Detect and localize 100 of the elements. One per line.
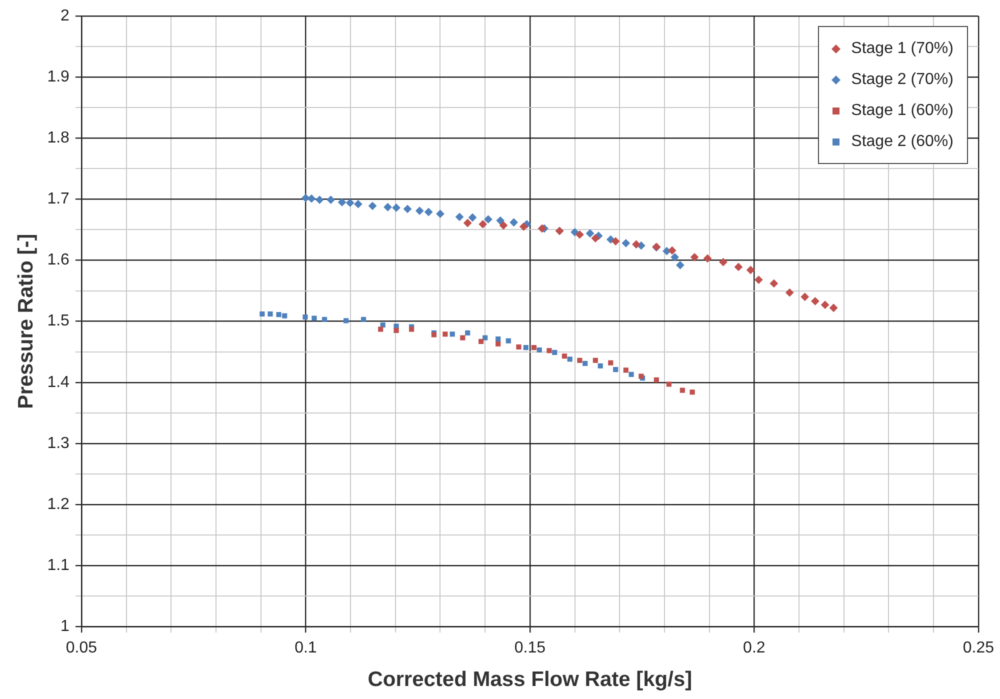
y-axis-title: Pressure Ratio [-] — [14, 234, 38, 409]
point — [654, 377, 659, 382]
x-tick-label: 0.2 — [743, 640, 766, 657]
point — [468, 213, 477, 222]
legend-label: Stage 2 (70%) — [851, 70, 954, 88]
point — [368, 202, 377, 210]
point — [577, 358, 582, 363]
point — [282, 313, 288, 318]
x-tick-label: 0.25 — [962, 640, 994, 657]
point — [576, 230, 584, 239]
point — [415, 206, 424, 215]
point — [276, 312, 282, 318]
point — [302, 314, 308, 320]
point — [611, 237, 620, 246]
legend-label: Stage 1 (70%) — [851, 40, 954, 58]
point — [478, 220, 488, 228]
point — [754, 276, 763, 284]
point — [450, 332, 455, 337]
point — [496, 336, 501, 342]
point — [392, 204, 400, 212]
point — [460, 335, 466, 340]
point — [338, 198, 346, 206]
point — [623, 368, 628, 373]
point — [538, 224, 546, 233]
point — [546, 348, 552, 354]
point — [394, 328, 399, 334]
point — [562, 354, 568, 359]
point — [260, 311, 265, 317]
point — [668, 246, 676, 255]
point — [829, 304, 838, 312]
x-tick-label: 0.1 — [294, 640, 317, 657]
point — [519, 222, 528, 231]
y-tick-label: 1.2 — [47, 496, 70, 513]
point — [690, 252, 699, 262]
x-tick-label: 0.15 — [514, 640, 546, 657]
point — [608, 360, 614, 366]
point — [552, 350, 558, 355]
point — [326, 196, 336, 204]
point — [613, 366, 618, 372]
y-tick-label: 1.6 — [47, 252, 70, 269]
point — [703, 254, 712, 263]
point — [484, 215, 492, 224]
point — [628, 372, 634, 377]
point — [770, 279, 778, 288]
point — [506, 338, 511, 344]
point — [734, 262, 743, 272]
point — [820, 300, 830, 310]
point — [586, 229, 594, 238]
point — [666, 382, 672, 387]
point — [455, 212, 464, 222]
y-tick-label: 1.7 — [47, 190, 70, 208]
point — [436, 210, 444, 218]
point — [307, 194, 316, 203]
point — [403, 204, 412, 214]
point — [690, 390, 695, 395]
point — [536, 347, 542, 353]
point — [378, 326, 384, 332]
point — [322, 316, 328, 322]
point — [346, 198, 354, 208]
point — [810, 296, 820, 306]
point — [598, 363, 603, 368]
y-tick-label: 1 — [60, 618, 70, 636]
legend-label: Stage 1 (60%) — [851, 102, 954, 120]
point — [344, 318, 349, 324]
point — [268, 311, 273, 317]
point — [582, 360, 588, 366]
point — [315, 196, 324, 204]
point — [424, 208, 433, 216]
point — [622, 238, 630, 248]
point — [510, 218, 518, 227]
y-tick-label: 1.8 — [47, 130, 70, 147]
y-tick-label: 1.5 — [47, 312, 70, 330]
point — [478, 338, 484, 344]
point — [496, 341, 501, 346]
x-axis-title: Corrected Mass Flow Rate [kg/s] — [368, 668, 692, 692]
point — [499, 221, 508, 230]
legend-label: Stage 2 (60%) — [851, 132, 954, 150]
point — [442, 332, 448, 337]
point — [670, 252, 679, 262]
point — [465, 330, 470, 336]
y-tick-label: 1.4 — [47, 374, 70, 391]
point — [632, 240, 640, 249]
point — [800, 292, 810, 302]
x-tick-label: 0.05 — [66, 640, 98, 657]
point — [570, 228, 579, 236]
point — [676, 260, 684, 270]
point — [463, 218, 472, 228]
point — [496, 216, 505, 225]
point — [523, 345, 528, 350]
point — [482, 335, 488, 340]
y-tick-label: 1.9 — [47, 68, 70, 86]
point — [680, 388, 685, 393]
point — [567, 356, 572, 362]
point — [361, 316, 366, 322]
point — [592, 358, 598, 363]
point — [591, 234, 600, 242]
point — [408, 326, 414, 332]
point — [516, 344, 522, 350]
point — [384, 202, 392, 212]
point — [531, 345, 537, 350]
